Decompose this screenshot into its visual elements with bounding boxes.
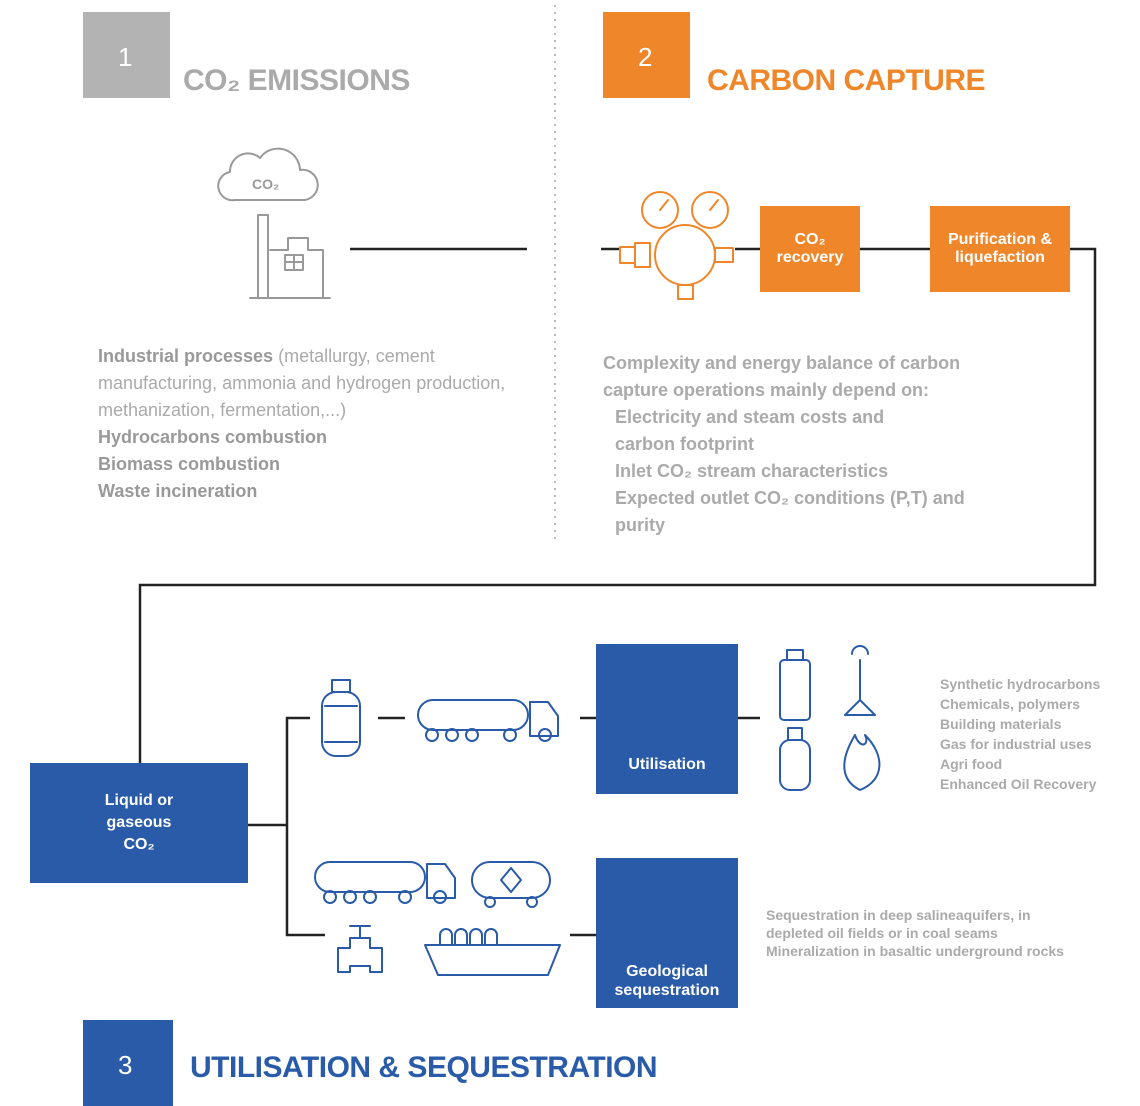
bullet-item: Waste incineration [86,478,526,505]
capture-factors: Electricity and steam costs and carbon f… [603,404,965,539]
bullet-text: Building materials [940,716,1062,732]
bullet-text: Synthetic hydrocarbons [940,676,1101,692]
capture-intro: Complexity and energy balance of carbon … [603,353,961,400]
bullet-item: Chemicals, polymers [928,694,1138,714]
bullet-item: Electricity and steam costs and carbon f… [603,404,885,458]
connectors [138,247,1097,937]
cloud-factory-icon [217,147,331,299]
section-title: UTILISATION & SEQUESTRATION [190,1051,658,1084]
bullet-text: Mineralization in basaltic underground r… [766,943,1064,959]
bullet-item: Building materials [928,714,1138,734]
transport-icons [314,645,881,976]
bullet-text: Chemicals, polymers [940,696,1081,712]
bullet-item: Agri food [928,754,1138,774]
bullet-text: Gas for industrial uses [940,736,1092,752]
bullet-item: Industrial processes (metallurgy, cement… [86,343,526,424]
bullet-item: Gas for industrial uses [928,734,1138,754]
bullet-item: Inlet CO₂ stream characteristics [603,458,903,485]
bullet-item: Biomass combustion [86,451,526,478]
bullet-text: Expected outlet CO₂ conditions (P,T) and… [615,488,965,535]
bullet-item: Synthetic hydrocarbons [928,674,1138,694]
bullet-strong: Hydrocarbons combustion [98,427,328,447]
bullet-item: Hydrocarbons combustion [86,424,526,451]
utilisation-box: Utilisation [596,644,738,794]
bullet-text: Enhanced Oil Recovery [940,776,1097,792]
bullet-strong: Waste incineration [98,481,258,501]
step-number: 1 [83,12,170,98]
bullet-text: Sequestration in deep salineaquifers, in… [766,907,1031,941]
bullet-item: Mineralization in basaltic underground r… [754,942,1104,960]
section-title: CARBON CAPTURE [707,64,986,97]
process-box: Purification & liquefaction [930,206,1070,292]
sequestration-box: Geological sequestration [596,858,738,1008]
bullet-item: Enhanced Oil Recovery [928,774,1138,794]
section-title: CO₂ EMISSIONS [183,64,410,97]
bullet-text: (metallurgy, cement manufacturing, ammon… [98,346,506,420]
step-number: 3 [83,1020,173,1106]
bullet-item: Sequestration in deep salineaquifers, in… [754,906,1066,942]
bullet-strong: Biomass combustion [98,454,281,474]
utilisation-uses: Synthetic hydrocarbons Chemicals, polymer… [928,674,1138,794]
process-box: CO₂ recovery [760,206,860,292]
emission-sources: Industrial processes (metallurgy, cement… [86,343,526,505]
cloud-label: CO₂ [252,176,280,192]
sequestration-options: Sequestration in deep salineaquifers, in… [754,906,1104,960]
source-box: Liquid or gaseous CO₂ [30,763,248,883]
step-number: 2 [603,12,690,98]
bullet-item: Expected outlet CO₂ conditions (P,T) and… [603,485,995,539]
bullet-strong: Industrial processes [98,346,274,366]
regulator-icon [619,191,734,300]
bullet-text: Electricity and steam costs and carbon f… [615,407,885,454]
bullet-text: Agri food [940,756,1003,772]
bullet-text: Inlet CO₂ stream characteristics [615,461,889,481]
